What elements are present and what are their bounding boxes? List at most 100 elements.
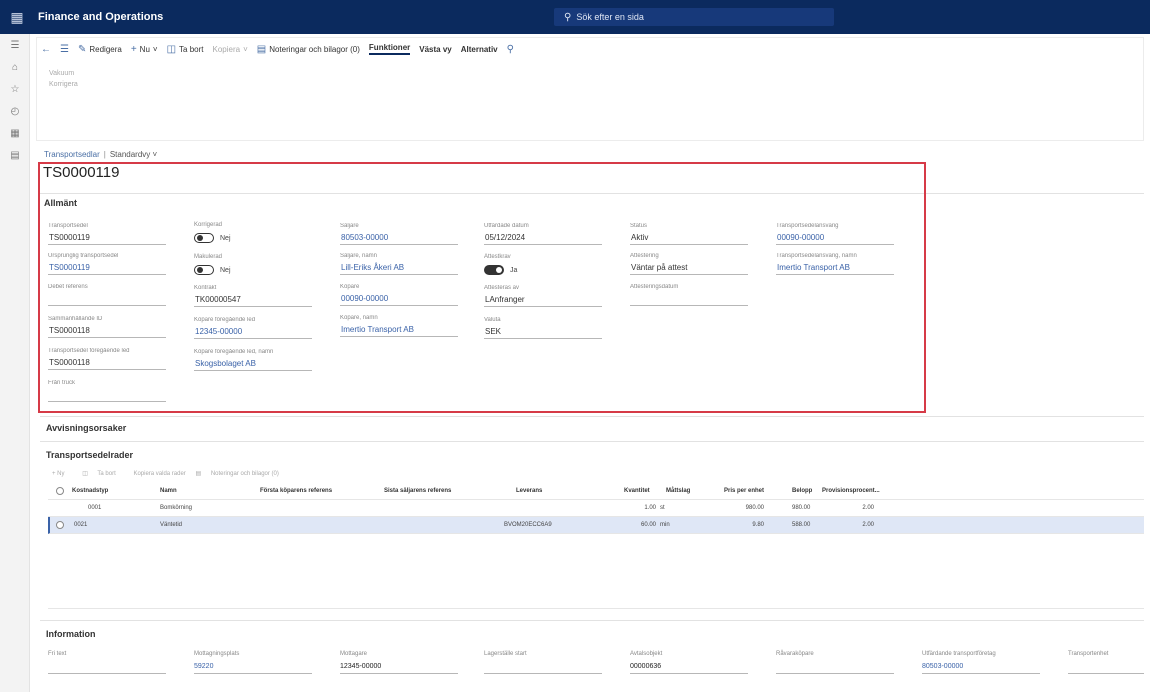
field-value[interactable]: Lill-Eriks Åkeri AB: [340, 261, 458, 275]
cell[interactable]: st: [660, 505, 665, 511]
field-value[interactable]: [48, 388, 166, 402]
delete-button[interactable]: ◫ Ta bort: [167, 44, 204, 55]
col-header[interactable]: Namn: [160, 488, 177, 494]
field-valuta[interactable]: Valuta SEK: [484, 317, 602, 339]
cell[interactable]: 0001: [88, 505, 102, 511]
info-mottagningsplats[interactable]: Mottagningsplats 59220: [194, 651, 312, 674]
cell[interactable]: 60.00: [640, 522, 656, 528]
toggle-switch[interactable]: [484, 265, 504, 275]
edit-button[interactable]: ✎ Redigera: [78, 44, 122, 55]
field-value[interactable]: LAnfranger: [484, 293, 602, 307]
info-fri-text[interactable]: Fri text: [48, 651, 166, 674]
cell[interactable]: 2.00: [862, 505, 874, 511]
field-value[interactable]: TS0000119: [48, 231, 166, 245]
field-transportsedelansvarig-namn[interactable]: Transportsedelansvarig, namn Imertio Tran…: [776, 253, 894, 275]
field-value[interactable]: 80503-00000: [922, 660, 1040, 674]
cell[interactable]: [260, 517, 380, 534]
tab-view[interactable]: Västa vy: [419, 44, 452, 54]
field-saljare[interactable]: Säljare 80503-00000: [340, 223, 458, 245]
star-icon[interactable]: ☆: [10, 83, 20, 95]
info-mottagare[interactable]: Mottagare 12345-00000: [340, 651, 458, 674]
field-value[interactable]: [1068, 660, 1144, 674]
field-kopare-namn[interactable]: Köpare, namn Imertio Transport AB: [340, 315, 458, 337]
cell[interactable]: 588.00: [792, 522, 811, 528]
new-button[interactable]: + Nu ˅: [131, 44, 158, 55]
lines-new-button[interactable]: + Ny: [52, 471, 65, 477]
toggle-korrigerad[interactable]: Korrigerad Nej: [194, 222, 304, 245]
cell[interactable]: Bomkörning: [160, 505, 193, 511]
section-rejection[interactable]: Avvisningsorsaker: [40, 416, 1144, 438]
info-utfardande-transportforetag[interactable]: Utfärdande transportföretag 80503-00000: [922, 651, 1040, 674]
view-selector[interactable]: Standardvy ˅: [110, 150, 157, 159]
info-lagerstalle-start[interactable]: Lagerställe start: [484, 651, 602, 674]
col-header[interactable]: Måttslag: [666, 488, 691, 494]
field-utfardade-datum[interactable]: Utfärdade datum 05/12/2024: [484, 223, 602, 245]
cell[interactable]: 1.00: [644, 505, 656, 511]
field-debet-referens[interactable]: Debet referens: [48, 284, 166, 306]
field-attesteras-av[interactable]: Attesteras av LAnfranger: [484, 285, 602, 307]
filter-button[interactable]: ☰: [60, 44, 69, 55]
field-value[interactable]: SEK: [484, 325, 602, 339]
subaction-vakuum[interactable]: Vakuum: [49, 70, 75, 77]
select-all-radio[interactable]: [56, 487, 64, 495]
cell[interactable]: 980.00: [792, 505, 811, 511]
toolbar-search-icon[interactable]: ⚲: [506, 43, 514, 55]
field-kopare[interactable]: Köpare 00090-00000: [340, 284, 458, 306]
cell[interactable]: [384, 517, 504, 534]
info-avtalsobjekt[interactable]: Avtalsobjekt 00000636: [630, 651, 748, 674]
toggle-switch[interactable]: [194, 265, 214, 275]
home-icon[interactable]: ⌂: [11, 61, 19, 73]
cell[interactable]: 980.00: [745, 505, 764, 511]
field-attesteringsdatum[interactable]: Attesteringsdatum: [630, 284, 748, 306]
field-value[interactable]: 80503-00000: [340, 231, 458, 245]
clock-icon[interactable]: ◴: [10, 105, 20, 117]
field-status[interactable]: Status Aktiv: [630, 223, 748, 245]
cell[interactable]: [516, 500, 616, 517]
section-general-title[interactable]: Allmänt: [44, 198, 78, 208]
col-header[interactable]: Kvantitet: [624, 488, 650, 494]
section-information[interactable]: Information: [40, 620, 1144, 692]
row-select-radio[interactable]: [56, 521, 64, 529]
list-icon[interactable]: ▤: [10, 149, 20, 161]
col-header[interactable]: Kostnadstyp: [72, 488, 109, 494]
field-value[interactable]: 00090-00000: [776, 231, 894, 245]
toggle-switch[interactable]: [194, 233, 214, 243]
field-value[interactable]: [48, 292, 166, 306]
table-row[interactable]: 0001 Bomkörning 1.00 st 980.00 980.00 2.…: [48, 500, 1144, 517]
grid-icon[interactable]: ▦: [10, 127, 20, 139]
cell[interactable]: Väntetid: [160, 522, 183, 528]
lines-notes-button[interactable]: ▤ Noteringar och bilagor (0): [195, 471, 286, 477]
field-value[interactable]: Imertio Transport AB: [776, 261, 894, 275]
field-value[interactable]: 12345-00000: [340, 660, 458, 674]
cell[interactable]: 2.00: [862, 522, 874, 528]
app-launcher-icon[interactable]: ▦: [10, 8, 24, 25]
lines-copy-button[interactable]: Kopiera valda rader: [133, 471, 186, 477]
field-value[interactable]: Imertio Transport AB: [340, 323, 458, 337]
hamburger-icon[interactable]: ☰: [10, 39, 20, 51]
field-attestering[interactable]: Attestering Väntar på attest: [630, 253, 748, 275]
cell[interactable]: BVOM20ECC6A9: [504, 522, 552, 528]
notes-button[interactable]: ▤ Noteringar och bilagor (0): [257, 44, 360, 55]
field-value[interactable]: TK00000547: [194, 293, 312, 307]
field-transportsedel[interactable]: Transportsedel TS0000119: [48, 223, 166, 245]
subaction-korrigera[interactable]: Korrigera: [49, 81, 78, 88]
field-value[interactable]: 00000636: [630, 660, 748, 674]
field-value[interactable]: 12345-00000: [194, 325, 312, 339]
col-header[interactable]: Belopp: [792, 488, 813, 494]
info-transportenhet[interactable]: Transportenhet: [1068, 651, 1144, 674]
col-header[interactable]: Provisionsprocent...: [822, 488, 880, 494]
breadcrumb-list[interactable]: Transportsedlar: [44, 150, 100, 159]
field-value[interactable]: [630, 292, 748, 306]
col-header[interactable]: Första köparens referens: [260, 488, 333, 494]
col-header[interactable]: Pris per enhet: [723, 488, 764, 494]
field-transportsedelansvarig[interactable]: Transportsedelansvarig 00090-00000: [776, 223, 894, 245]
tab-options[interactable]: Alternativ: [460, 44, 498, 54]
col-header[interactable]: Leverans: [516, 488, 543, 494]
section-lines[interactable]: Transportsedelrader: [40, 441, 1144, 467]
search-input[interactable]: ⚲ Sök efter en sida: [554, 8, 834, 26]
field-value[interactable]: TS0000119: [48, 261, 166, 275]
back-button[interactable]: ←: [41, 44, 51, 55]
cell[interactable]: [260, 500, 380, 517]
tab-functions[interactable]: Funktioner: [368, 43, 411, 55]
field-ursprunglig[interactable]: Ursprunglig transportsedel TS0000119: [48, 253, 166, 275]
